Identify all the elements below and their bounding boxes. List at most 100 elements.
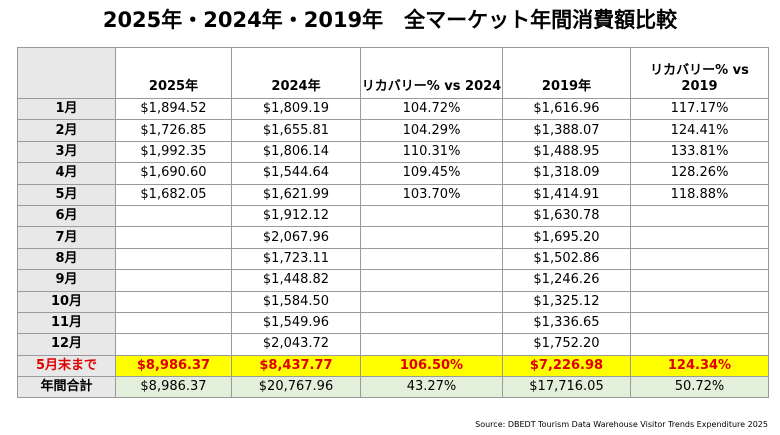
value-cell: 124.41%	[630, 119, 769, 142]
value-cell: $1,630.78	[502, 204, 631, 228]
row-label-cell: 5月	[17, 183, 116, 206]
value-cell: $1,894.52	[115, 97, 232, 121]
value-cell: 133.81%	[630, 140, 769, 164]
table-row: 11月 $1,549.96 $1,336.65	[17, 311, 769, 335]
value-cell: $1,549.96	[231, 311, 361, 335]
value-cell	[115, 247, 232, 271]
table-row: 7月 $2,067.96 $1,695.20	[17, 226, 769, 249]
value-cell: $1,695.20	[502, 226, 631, 249]
header-cell-recovery-vs-2019: リカバリー% vs 2019	[630, 47, 769, 99]
row-label-cell: 4月	[17, 162, 116, 185]
value-cell	[630, 204, 769, 228]
source-note: Source: DBEDT Tourism Data Warehouse Vis…	[475, 420, 768, 429]
value-cell: 117.17%	[630, 97, 769, 121]
row-label-cell: 5月末まで	[17, 354, 116, 378]
value-cell	[360, 311, 503, 335]
value-cell	[630, 333, 769, 356]
value-cell	[360, 333, 503, 356]
value-cell: 110.31%	[360, 140, 503, 164]
value-cell: 109.45%	[360, 162, 503, 185]
value-cell	[115, 333, 232, 356]
table-row: 9月 $1,448.82 $1,246.26	[17, 269, 769, 292]
value-cell: $1,488.95	[502, 140, 631, 164]
header-cell-2024: 2024年	[231, 47, 361, 99]
value-cell: 128.26%	[630, 162, 769, 185]
value-cell: $1,616.96	[502, 97, 631, 121]
expenditure-table: 2025年 2024年 リカバリー% vs 2024 2019年 リカバリー% …	[17, 47, 769, 399]
row-label-cell: 10月	[17, 290, 116, 313]
value-cell: $2,043.72	[231, 333, 361, 356]
value-cell	[630, 269, 769, 292]
value-cell	[630, 226, 769, 249]
value-cell	[360, 226, 503, 249]
table-row: 1月 $1,894.52 $1,809.19 104.72% $1,616.96 117.…	[17, 97, 769, 121]
value-cell: 124.34%	[630, 354, 769, 378]
value-cell: $1,806.14	[231, 140, 361, 164]
value-cell: $1,992.35	[115, 140, 232, 164]
value-cell: 118.88%	[630, 183, 769, 206]
value-cell	[360, 247, 503, 271]
value-cell	[360, 269, 503, 292]
value-cell	[115, 311, 232, 335]
row-label-cell: 6月	[17, 204, 116, 228]
table-row: 6月 $1,912.12 $1,630.78	[17, 204, 769, 228]
row-label-cell: 11月	[17, 311, 116, 335]
value-cell: 103.70%	[360, 183, 503, 206]
value-cell: 106.50%	[360, 354, 503, 378]
header-row: 2025年 2024年 リカバリー% vs 2024 2019年 リカバリー% …	[17, 47, 769, 99]
value-cell: $1,246.26	[502, 269, 631, 292]
value-cell: $1,502.86	[502, 247, 631, 271]
value-cell: $1,655.81	[231, 119, 361, 142]
value-cell	[630, 247, 769, 271]
row-label-cell: 8月	[17, 247, 116, 271]
header-cell-2019: 2019年	[502, 47, 631, 99]
row-label-cell: 12月	[17, 333, 116, 356]
row-label-cell: 2月	[17, 119, 116, 142]
value-cell	[630, 290, 769, 313]
value-cell: $1,690.60	[115, 162, 232, 185]
annual-total-row: 年間合計 $8,986.37 $20,767.96 43.27% $17,716.05 5…	[17, 376, 769, 399]
value-cell: $17,716.05	[502, 376, 631, 399]
row-label-cell: 7月	[17, 226, 116, 249]
value-cell	[360, 290, 503, 313]
row-label-cell: 1月	[17, 97, 116, 121]
value-cell	[115, 204, 232, 228]
value-cell: $1,723.11	[231, 247, 361, 271]
value-cell	[115, 290, 232, 313]
value-cell: $1,448.82	[231, 269, 361, 292]
value-cell: $1,325.12	[502, 290, 631, 313]
table-row: 5月 $1,682.05 $1,621.99 103.70% $1,414.91 118.…	[17, 183, 769, 206]
row-label-cell: 3月	[17, 140, 116, 164]
row-label-cell: 年間合計	[17, 376, 116, 399]
value-cell: $1,544.64	[231, 162, 361, 185]
value-cell: 104.72%	[360, 97, 503, 121]
table-row: 2月 $1,726.85 $1,655.81 104.29% $1,388.07 124.…	[17, 119, 769, 142]
value-cell: 104.29%	[360, 119, 503, 142]
value-cell: $1,726.85	[115, 119, 232, 142]
ytd-row: 5月末まで $8,986.37 $8,437.77 106.50% $7,226.98 1…	[17, 354, 769, 378]
header-cell-month	[17, 47, 116, 99]
table-row: 4月 $1,690.60 $1,544.64 109.45% $1,318.09 128.…	[17, 162, 769, 185]
value-cell: $1,584.50	[231, 290, 361, 313]
value-cell: $7,226.98	[502, 354, 631, 378]
value-cell: $20,767.96	[231, 376, 361, 399]
row-label-cell: 9月	[17, 269, 116, 292]
value-cell: 43.27%	[360, 376, 503, 399]
value-cell: 50.72%	[630, 376, 769, 399]
value-cell: $1,912.12	[231, 204, 361, 228]
value-cell: $1,682.05	[115, 183, 232, 206]
page-title: 2025年・2024年・2019年 全マーケット年間消費額比較	[102, 8, 678, 32]
value-cell: $1,336.65	[502, 311, 631, 335]
value-cell: $1,318.09	[502, 162, 631, 185]
value-cell	[630, 311, 769, 335]
value-cell	[115, 226, 232, 249]
header-cell-recovery-vs-2024: リカバリー% vs 2024	[360, 47, 503, 99]
value-cell: $1,388.07	[502, 119, 631, 142]
value-cell: $1,621.99	[231, 183, 361, 206]
table-row: 8月 $1,723.11 $1,502.86	[17, 247, 769, 271]
value-cell: $8,986.37	[115, 354, 232, 378]
value-cell: $8,437.77	[231, 354, 361, 378]
header-cell-2025: 2025年	[115, 47, 232, 99]
value-cell: $1,809.19	[231, 97, 361, 121]
value-cell	[360, 204, 503, 228]
